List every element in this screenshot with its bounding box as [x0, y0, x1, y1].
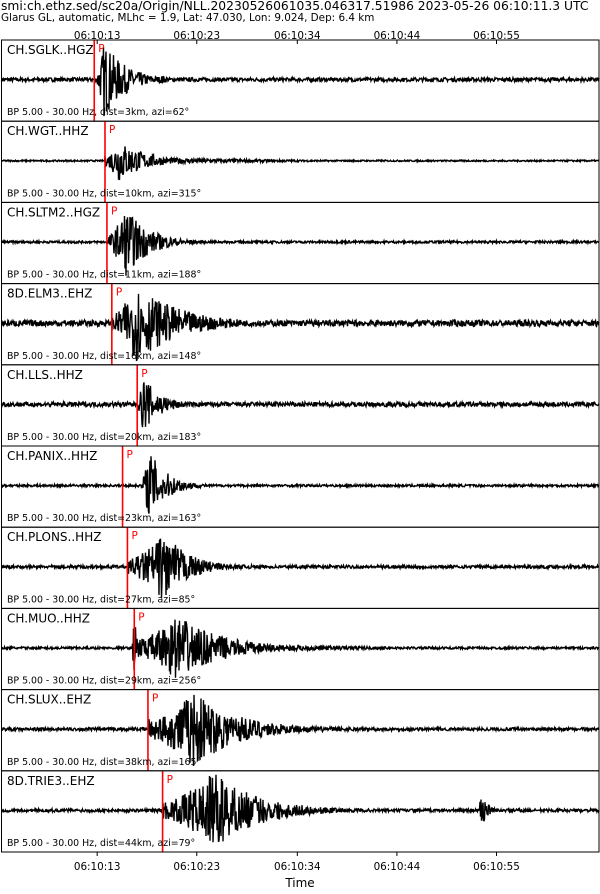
- station-label: CH.WGT..HHZ: [7, 124, 89, 138]
- pick-label: P: [109, 124, 115, 136]
- waveform-trace: [1, 456, 600, 514]
- x-tick-label-bottom: 06:10:23: [173, 861, 220, 873]
- station-label: 8D.ELM3..EHZ: [7, 287, 92, 301]
- trace-panel: P CH.LLS..HHZ BP 5.00 - 30.00 Hz, dist=20k…: [0, 364, 600, 447]
- pick-label: P: [111, 205, 117, 217]
- x-tick-label-top: 06:10:23: [173, 30, 220, 42]
- waveform-trace: [0, 538, 600, 598]
- filter-label: BP 5.00 - 30.00 Hz, dist=23km, azi=163°: [7, 513, 201, 524]
- panel-frame: [1, 770, 600, 853]
- x-tick-label-bottom: 06:10:34: [274, 861, 321, 873]
- filter-label: BP 5.00 - 30.00 Hz, dist=16km, azi=148°: [7, 351, 201, 362]
- x-tick-label-top: 06:10:13: [74, 30, 121, 42]
- trace-panel: P CH.MUO..HHZ BP 5.00 - 30.00 Hz, dist=29k…: [0, 607, 600, 691]
- waveform-trace: [1, 774, 600, 843]
- trace-panel: P CH.SGLK..HGZ BP 5.00 - 30.00 Hz, dist=3k…: [0, 39, 600, 122]
- trace-panel: P CH.SLTM2..HGZ BP 5.00 - 30.00 Hz, dist=1…: [1, 201, 600, 285]
- station-label: CH.SGLK..HGZ: [7, 43, 94, 57]
- pick-label: P: [141, 368, 147, 380]
- x-tick-label-top: 06:10:44: [374, 30, 421, 42]
- plot-subtitle: Glarus GL, automatic, MLhc = 1.9, Lat: 4…: [1, 12, 375, 24]
- x-tick-label-bottom: 06:10:13: [74, 861, 121, 873]
- pick-label: P: [167, 774, 173, 786]
- filter-label: BP 5.00 - 30.00 Hz, dist=29km, azi=256°: [7, 676, 201, 687]
- station-label: CH.PANIX..HHZ: [7, 449, 97, 463]
- filter-label: BP 5.00 - 30.00 Hz, dist=10km, azi=315°: [7, 188, 201, 199]
- plot-header: smi:ch.ethz.sed/sc20a/Origin/NLL.2023052…: [1, 0, 599, 24]
- pick-label: P: [131, 530, 137, 542]
- trace-panel: P CH.PLONS..HHZ BP 5.00 - 30.00 Hz, dist=2…: [0, 526, 600, 609]
- waveform-trace: [1, 215, 600, 276]
- filter-label: BP 5.00 - 30.00 Hz, dist=38km, azi=165°: [7, 757, 201, 768]
- trace-panel: P 8D.TRIE3..EHZ BP 5.00 - 30.00 Hz, dist=4…: [1, 770, 600, 853]
- filter-label: BP 5.00 - 30.00 Hz, dist=20km, azi=183°: [7, 432, 201, 443]
- pick-label: P: [152, 693, 158, 705]
- plot-title: smi:ch.ethz.sed/sc20a/Origin/NLL.2023052…: [1, 0, 589, 13]
- x-tick-label-top: 06:10:55: [473, 30, 520, 42]
- station-label: CH.SLUX..EHZ: [7, 693, 91, 707]
- pick-label: P: [98, 43, 104, 55]
- station-label: CH.MUO..HHZ: [7, 611, 90, 625]
- x-tick-label-bottom: 06:10:44: [374, 861, 421, 873]
- trace-panel: P CH.PANIX..HHZ BP 5.00 - 30.00 Hz, dist=2…: [1, 445, 600, 528]
- station-label: CH.PLONS..HHZ: [7, 530, 101, 544]
- filter-label: BP 5.00 - 30.00 Hz, dist=3km, azi=62°: [7, 107, 189, 118]
- waveform-trace: [0, 619, 600, 678]
- waveform-trace: [0, 47, 600, 117]
- waveform-trace: [0, 694, 600, 767]
- filter-label: BP 5.00 - 30.00 Hz, dist=11km, azi=188°: [7, 270, 201, 281]
- station-label: 8D.TRIE3..EHZ: [7, 774, 95, 788]
- trace-panel: P 8D.ELM3..EHZ BP 5.00 - 30.00 Hz, dist=16…: [0, 283, 600, 366]
- filter-label: BP 5.00 - 30.00 Hz, dist=44km, azi=79°: [7, 838, 195, 849]
- pick-label: P: [138, 611, 144, 623]
- waveform-trace: [0, 382, 600, 428]
- waveform-trace: [0, 293, 600, 362]
- filter-label: BP 5.00 - 30.00 Hz, dist=27km, azi=85°: [7, 594, 195, 605]
- station-label: CH.SLTM2..HGZ: [7, 205, 100, 219]
- x-tick-label-bottom: 06:10:55: [473, 861, 520, 873]
- waveform-trace: [1, 146, 600, 181]
- x-axis-label: Time: [284, 876, 314, 890]
- trace-panel: P CH.SLUX..EHZ BP 5.00 - 30.00 Hz, dist=38…: [0, 689, 600, 772]
- station-label: CH.LLS..HHZ: [7, 368, 83, 382]
- x-tick-label-top: 06:10:34: [274, 30, 321, 42]
- trace-panel: P CH.WGT..HHZ BP 5.00 - 30.00 Hz, dist=10k…: [1, 120, 600, 203]
- pick-label: P: [127, 449, 133, 461]
- pick-label: P: [116, 287, 122, 299]
